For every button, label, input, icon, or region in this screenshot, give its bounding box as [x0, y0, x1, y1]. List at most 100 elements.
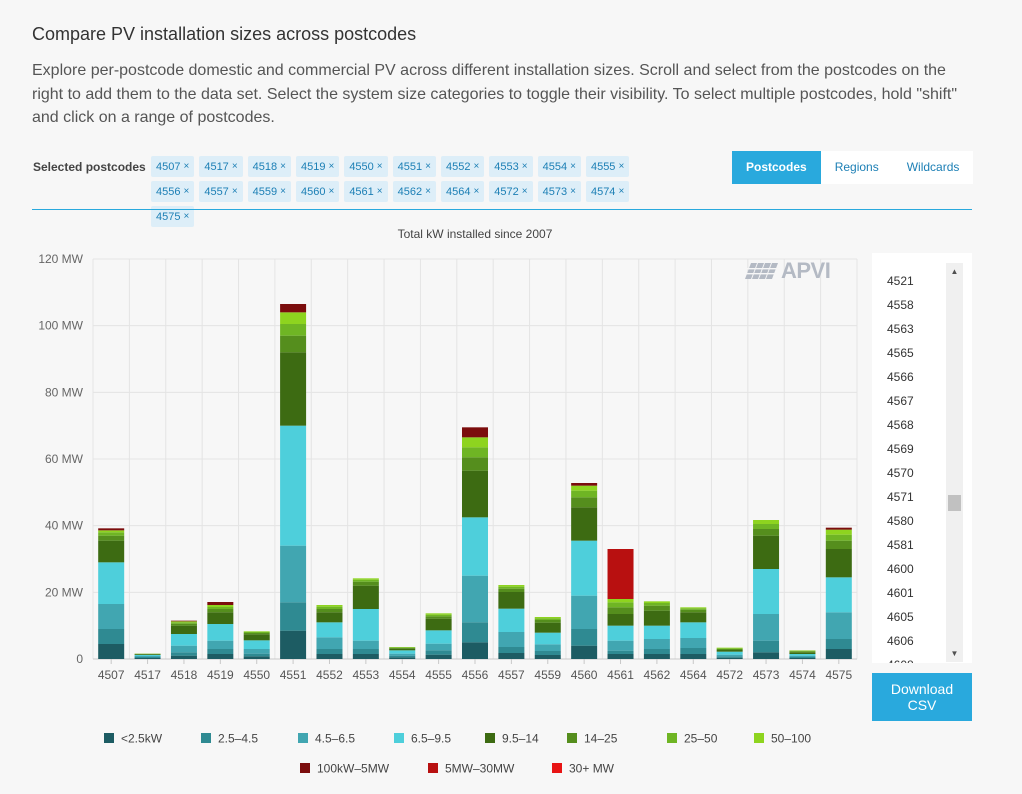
remove-icon[interactable]: ×	[425, 186, 431, 197]
postcode-tag-4553[interactable]: 4553 ×	[489, 156, 533, 177]
postcode-tag-4559[interactable]: 4559 ×	[247, 181, 291, 202]
bar-segment[interactable]	[134, 656, 161, 657]
bar-segment[interactable]	[825, 540, 852, 549]
bar-segment[interactable]	[571, 629, 598, 646]
bar-segment[interactable]	[98, 562, 125, 604]
bar-segment[interactable]	[680, 638, 707, 648]
postcode-tag-4507[interactable]: 4507 ×	[151, 156, 195, 177]
bar-segment[interactable]	[170, 620, 197, 622]
bar-segment[interactable]	[207, 609, 234, 613]
scroll-up-icon[interactable]: ▲	[950, 267, 959, 276]
legend-swatch[interactable]	[104, 733, 114, 743]
bar-segment[interactable]	[607, 625, 634, 641]
bar-segment[interactable]	[716, 657, 743, 659]
bar-segment[interactable]	[607, 640, 634, 651]
bar-segment[interactable]	[607, 607, 634, 614]
bar-segment[interactable]	[170, 652, 197, 656]
bar-segment[interactable]	[98, 540, 125, 563]
bar-segment[interactable]	[680, 612, 707, 623]
bar-segment[interactable]	[462, 642, 488, 659]
legend-label[interactable]: 30+ MW	[569, 762, 615, 776]
postcode-list-item[interactable]: 4566	[887, 370, 914, 384]
bar-segment[interactable]	[753, 535, 780, 569]
bar-segment[interactable]	[534, 632, 561, 645]
bar-segment[interactable]	[280, 425, 307, 546]
legend-label[interactable]: <2.5kW	[121, 732, 163, 746]
remove-icon[interactable]: ×	[328, 186, 335, 197]
bar-segment[interactable]	[243, 649, 270, 654]
bar-segment[interactable]	[716, 654, 743, 657]
scrollbar-thumb[interactable]	[948, 495, 961, 511]
bar-segment[interactable]	[280, 352, 307, 426]
remove-icon[interactable]: ×	[231, 161, 238, 172]
bar-segment[interactable]	[462, 517, 488, 576]
bar-segment[interactable]	[316, 622, 343, 638]
remove-icon[interactable]: ×	[376, 161, 383, 172]
bar-segment[interactable]	[280, 312, 307, 324]
postcode-tag-4555[interactable]: 4555 ×	[585, 156, 630, 177]
postcode-tag-4572[interactable]: 4572 ×	[489, 181, 533, 202]
bar-segment[interactable]	[352, 579, 379, 582]
bar-segment[interactable]	[498, 586, 525, 589]
legend-swatch[interactable]	[201, 733, 211, 743]
bar-segment[interactable]	[243, 634, 270, 641]
bar-segment[interactable]	[753, 640, 780, 653]
remove-icon[interactable]: ×	[183, 211, 190, 222]
bar-segment[interactable]	[607, 599, 634, 603]
bar-segment[interactable]	[280, 545, 307, 603]
remove-icon[interactable]: ×	[570, 161, 576, 172]
bar-segment[interactable]	[789, 655, 816, 657]
bar-segment[interactable]	[207, 649, 234, 654]
bar-segment[interactable]	[825, 527, 852, 530]
bar-segment[interactable]	[462, 437, 488, 448]
bar-segment[interactable]	[680, 609, 707, 613]
bar-segment[interactable]	[643, 603, 670, 606]
postcode-tag-4554[interactable]: 4554 ×	[537, 156, 581, 177]
bar-segment[interactable]	[643, 649, 670, 654]
postcode-list-item[interactable]: 4521	[887, 274, 914, 288]
bar-segment[interactable]	[498, 608, 525, 632]
tab-postcodes[interactable]: Postcodes	[732, 151, 821, 184]
bar-segment[interactable]	[207, 602, 234, 605]
bar-segment[interactable]	[280, 630, 307, 659]
remove-icon[interactable]: ×	[280, 186, 286, 197]
bar-segment[interactable]	[680, 608, 707, 610]
bar-segment[interactable]	[643, 625, 670, 639]
bar-segment[interactable]	[280, 602, 307, 631]
bar-segment[interactable]	[462, 427, 488, 438]
postcode-list-scrollbar[interactable]: ▲ ▼	[946, 263, 963, 662]
legend-swatch[interactable]	[298, 733, 308, 743]
bar-segment[interactable]	[98, 528, 125, 531]
bar-segment[interactable]	[753, 520, 780, 524]
bar-segment[interactable]	[243, 656, 270, 659]
bar-segment[interactable]	[462, 457, 488, 471]
bar-segment[interactable]	[207, 607, 234, 609]
bar-segment[interactable]	[825, 529, 852, 535]
bar-segment[interactable]	[789, 658, 816, 659]
legend-swatch[interactable]	[485, 733, 495, 743]
bar-segment[interactable]	[534, 655, 561, 659]
bar-segment[interactable]	[352, 581, 379, 586]
remove-icon[interactable]: ×	[521, 186, 528, 197]
bar-segment[interactable]	[207, 624, 234, 641]
bar-segment[interactable]	[207, 605, 234, 607]
postcode-tag-4551[interactable]: 4551 ×	[392, 156, 436, 177]
bar-segment[interactable]	[389, 648, 416, 649]
postcode-list-item[interactable]: 4608	[887, 653, 914, 663]
bar-segment[interactable]	[571, 497, 598, 508]
bar-segment[interactable]	[716, 647, 743, 649]
bar-segment[interactable]	[825, 534, 852, 541]
postcode-tag-4556[interactable]: 4556 ×	[151, 181, 195, 202]
bar-segment[interactable]	[425, 643, 452, 651]
bar-segment[interactable]	[389, 653, 416, 656]
legend-label[interactable]: 6.5–9.5	[411, 732, 451, 746]
bar-segment[interactable]	[98, 644, 125, 659]
legend-swatch[interactable]	[300, 763, 310, 773]
postcode-tag-4575[interactable]: 4575 ×	[151, 206, 195, 227]
bar-segment[interactable]	[680, 622, 707, 638]
bar-segment[interactable]	[352, 585, 379, 609]
bar-segment[interactable]	[825, 612, 852, 639]
postcode-list-item[interactable]: 4558	[887, 298, 914, 312]
postcode-tag-4564[interactable]: 4564 ×	[440, 181, 485, 202]
bar-segment[interactable]	[498, 585, 525, 587]
